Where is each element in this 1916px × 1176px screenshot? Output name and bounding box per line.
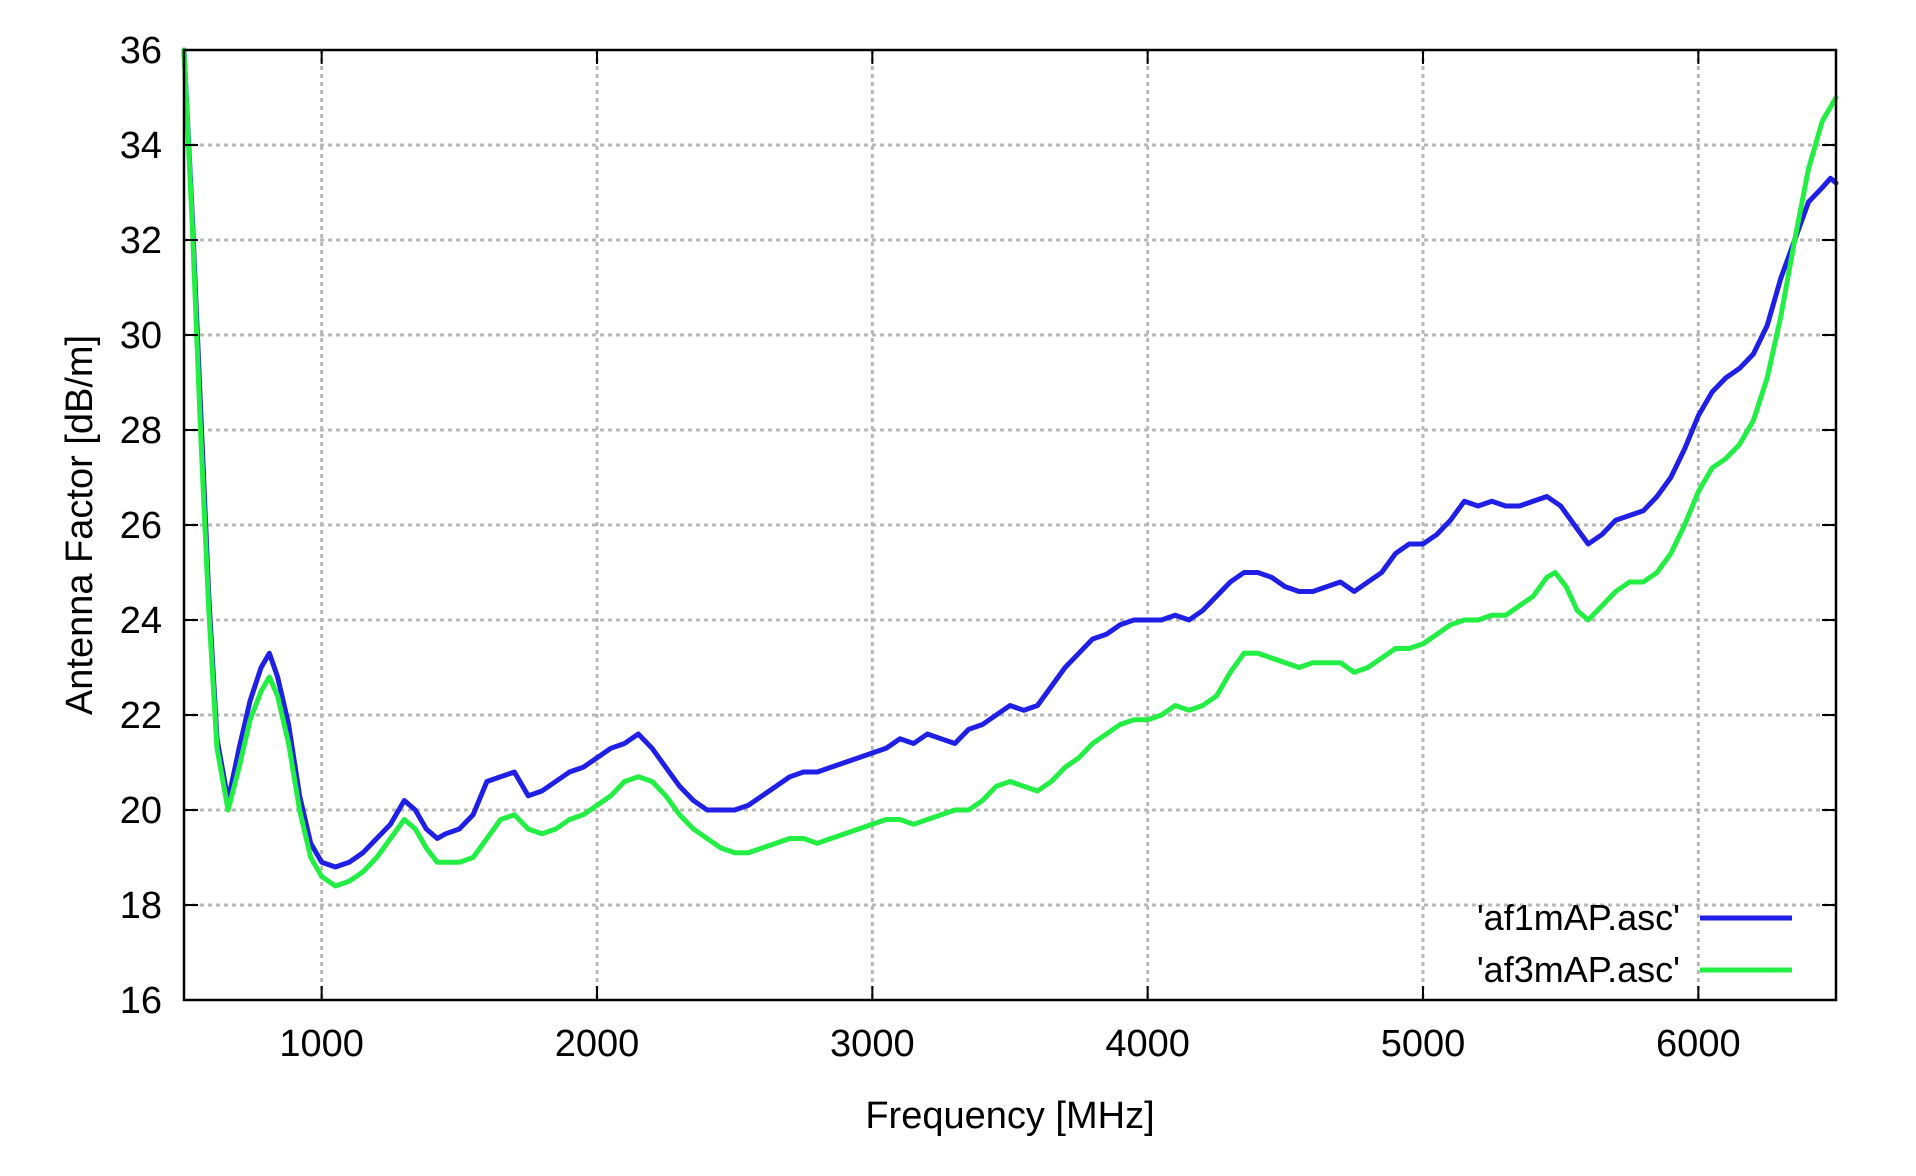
y-axis-label: Antenna Factor [dB/m] (59, 335, 101, 715)
y-tick-label: 34 (120, 125, 162, 167)
series-line-1 (181, 47, 1839, 889)
y-tick-label: 26 (120, 505, 162, 547)
y-tick-label: 22 (120, 695, 162, 737)
series-line-0 (181, 47, 1839, 870)
legend-label-af1mAP: 'af1mAP.asc' (1477, 897, 1680, 938)
x-tick-label: 6000 (1656, 1023, 1741, 1065)
y-tick-label: 20 (120, 790, 162, 832)
grid-lines (184, 50, 1836, 1000)
axis-ticks: 1000 2000 3000 4000 5000 6000 16 18 20 22 24 26 28 30… (120, 30, 1836, 1065)
series-lines (181, 47, 1839, 889)
y-tick-label: 32 (120, 220, 162, 262)
y-tick-label: 28 (120, 410, 162, 452)
x-tick-label: 4000 (1105, 1023, 1190, 1065)
y-tick-label: 16 (120, 980, 162, 1022)
y-tick-label: 18 (120, 885, 162, 927)
x-tick-label: 1000 (279, 1023, 364, 1065)
legend: 'af1mAP.asc' 'af3mAP.asc' (1477, 897, 1792, 990)
x-axis-label: Frequency [MHz] (865, 1095, 1154, 1137)
legend-label-af3mAP: 'af3mAP.asc' (1477, 949, 1680, 990)
x-tick-label: 2000 (555, 1023, 640, 1065)
y-tick-label: 36 (120, 30, 162, 72)
y-tick-label: 30 (120, 315, 162, 357)
x-tick-label: 5000 (1381, 1023, 1466, 1065)
x-tick-label: 3000 (830, 1023, 915, 1065)
y-tick-label: 24 (120, 600, 162, 642)
